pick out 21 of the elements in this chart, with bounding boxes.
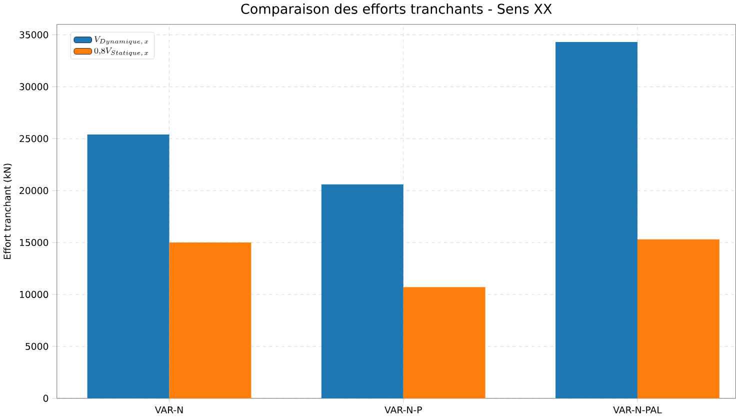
y-axis-title: Effort tranchant (kN) — [3, 164, 12, 260]
y-tick-label: 10000 — [20, 291, 48, 298]
bar — [169, 242, 252, 398]
bar — [556, 42, 638, 398]
legend-label: $0{,}8V_{Statique,\,x}$ — [94, 48, 148, 56]
bar — [321, 184, 404, 398]
bar — [637, 240, 720, 398]
y-tick-label: 0 — [43, 394, 48, 402]
y-tick-label: 20000 — [20, 187, 48, 194]
x-tick-label: VAR-N-PAL — [613, 406, 662, 414]
y-tick-label: 35000 — [20, 31, 48, 38]
bar — [403, 287, 486, 398]
legend-label: $V_{Dynamique,\,x}$ — [94, 36, 148, 45]
bar — [87, 134, 170, 398]
chart-title: Comparaison des efforts tranchants - Sens XX — [241, 4, 552, 17]
x-tick-label: VAR-N-P — [384, 406, 422, 414]
y-tick-label: 5000 — [26, 342, 48, 350]
y-tick-label: 30000 — [20, 83, 48, 90]
y-tick-label: 15000 — [20, 239, 48, 246]
x-tick-label: VAR-N — [154, 406, 183, 414]
y-tick-label: 25000 — [20, 135, 48, 142]
